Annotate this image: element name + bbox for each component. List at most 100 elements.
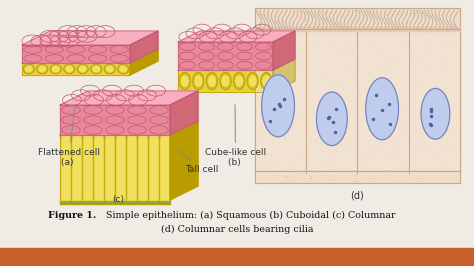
Point bbox=[367, 101, 374, 105]
Point bbox=[408, 50, 415, 55]
Point bbox=[410, 147, 418, 151]
Point bbox=[417, 53, 425, 58]
Point bbox=[388, 132, 395, 136]
Bar bbox=[255, 8, 460, 183]
Ellipse shape bbox=[26, 66, 32, 72]
Point bbox=[307, 95, 314, 99]
Bar bbox=[60, 134, 170, 138]
Point bbox=[358, 151, 366, 155]
Point bbox=[319, 137, 327, 141]
Point bbox=[301, 108, 309, 112]
Point bbox=[355, 35, 362, 40]
Point bbox=[328, 153, 336, 157]
Ellipse shape bbox=[106, 66, 113, 72]
Point bbox=[303, 23, 310, 27]
Point bbox=[317, 135, 324, 139]
Point bbox=[439, 176, 447, 180]
Point bbox=[280, 28, 287, 32]
Point bbox=[419, 70, 427, 74]
Point bbox=[286, 106, 294, 110]
Point bbox=[413, 137, 420, 141]
Point bbox=[359, 100, 366, 104]
Point bbox=[384, 148, 392, 153]
Point bbox=[420, 42, 428, 46]
Point bbox=[426, 49, 434, 53]
Point bbox=[374, 88, 381, 93]
Point bbox=[330, 123, 337, 127]
Point bbox=[300, 167, 308, 172]
Point bbox=[431, 121, 439, 126]
Point bbox=[433, 22, 440, 26]
Bar bbox=[150, 136, 157, 199]
Point bbox=[274, 101, 282, 105]
Point bbox=[409, 97, 416, 101]
Point bbox=[340, 67, 347, 72]
Point bbox=[406, 31, 414, 35]
Point bbox=[256, 157, 264, 161]
Point bbox=[286, 178, 294, 182]
Point bbox=[341, 45, 349, 50]
Point bbox=[429, 151, 437, 155]
Point bbox=[415, 151, 422, 156]
Point bbox=[374, 111, 382, 116]
Point bbox=[377, 88, 384, 92]
Bar bbox=[159, 135, 170, 200]
Point bbox=[289, 44, 296, 48]
Point bbox=[436, 99, 444, 104]
Ellipse shape bbox=[193, 72, 204, 90]
Point bbox=[393, 110, 401, 114]
Point bbox=[407, 38, 414, 42]
Point bbox=[453, 61, 461, 66]
Point bbox=[358, 27, 366, 31]
Point bbox=[282, 74, 289, 79]
Point bbox=[314, 8, 322, 12]
Point bbox=[367, 147, 374, 151]
Point bbox=[346, 33, 353, 37]
Point bbox=[336, 122, 344, 126]
Point bbox=[355, 109, 362, 113]
Point bbox=[410, 52, 418, 56]
Point bbox=[448, 10, 456, 15]
Point bbox=[371, 91, 379, 95]
Point bbox=[385, 16, 393, 20]
Point bbox=[345, 104, 352, 108]
Point bbox=[280, 60, 287, 65]
Point bbox=[430, 112, 438, 116]
Point bbox=[311, 91, 319, 95]
Ellipse shape bbox=[79, 66, 86, 72]
Point bbox=[365, 56, 372, 60]
Ellipse shape bbox=[93, 66, 100, 72]
Point bbox=[343, 124, 351, 128]
Point bbox=[439, 170, 447, 174]
Point bbox=[282, 63, 290, 67]
Point bbox=[415, 79, 422, 83]
Point bbox=[320, 122, 328, 126]
Point bbox=[270, 26, 278, 30]
Point bbox=[261, 107, 269, 111]
Point bbox=[299, 53, 307, 58]
Point bbox=[287, 170, 294, 174]
Point bbox=[294, 68, 301, 72]
Point bbox=[272, 130, 279, 135]
Polygon shape bbox=[60, 121, 198, 135]
Point bbox=[443, 57, 451, 62]
Point bbox=[335, 81, 343, 85]
Point bbox=[292, 55, 300, 59]
Point bbox=[423, 38, 430, 42]
Point bbox=[301, 143, 309, 147]
Point bbox=[317, 160, 325, 164]
Point bbox=[271, 120, 279, 124]
Point bbox=[391, 63, 398, 67]
Point bbox=[341, 52, 349, 57]
Point bbox=[395, 90, 402, 95]
Point bbox=[262, 109, 270, 113]
Point bbox=[339, 86, 347, 90]
Point bbox=[283, 28, 291, 33]
Point bbox=[312, 22, 320, 27]
Point bbox=[358, 105, 365, 109]
Point bbox=[355, 124, 362, 128]
Point bbox=[401, 178, 409, 182]
Point bbox=[257, 144, 265, 148]
Point bbox=[365, 139, 373, 144]
Point bbox=[402, 44, 410, 48]
